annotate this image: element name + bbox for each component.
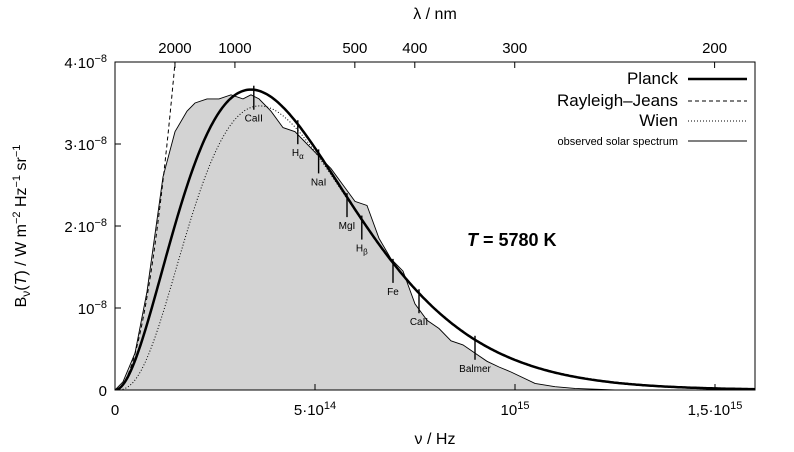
top-tick-label-0: 2000 — [158, 40, 191, 57]
y-tick-label-1: 10−8 — [78, 299, 107, 318]
x-axis-label: ν / Hz — [415, 431, 456, 448]
observed-spectrum-line — [115, 94, 616, 390]
absorption-label-7: Balmer — [459, 364, 491, 375]
top-tick-label-5: 200 — [702, 40, 727, 57]
x-tick-label-1: 5·1014 — [294, 400, 336, 419]
absorption-label-0: CaII — [245, 114, 263, 125]
absorption-label-5: Fe — [387, 287, 399, 298]
x-tick-label-0: 0 — [111, 402, 119, 419]
y-axis-label: Bν(T) / W m−2 Hz−1 sr−1 — [11, 145, 33, 308]
legend-label-rayleigh-jeans: Rayleigh–Jeans — [557, 91, 678, 110]
top-tick-label-3: 400 — [402, 40, 427, 57]
top-tick-labels: 2000 1000 500 400 300 200 — [158, 40, 727, 57]
absorption-label-2: NaI — [311, 177, 327, 188]
legend: Planck Rayleigh–Jeans Wien observed sola… — [557, 69, 747, 148]
top-tick-marks — [174, 62, 716, 68]
absorption-label-6: CaII — [410, 317, 428, 328]
plot-frame — [114, 61, 756, 391]
temperature-annotation: T = 5780 K — [467, 230, 557, 250]
absorption-label-3: MgI — [339, 221, 356, 232]
rayleigh-jeans-curve — [115, 62, 176, 390]
y-tick-labels: 0 10−8 2·10−8 3·10−8 4·10−8 — [64, 53, 107, 400]
top-tick-label-4: 300 — [502, 40, 527, 57]
y-tick-label-2: 2·10−8 — [64, 217, 107, 236]
y-tick-label-0: 0 — [99, 383, 107, 400]
observed-spectrum-fill — [115, 94, 615, 390]
top-tick-label-2: 500 — [342, 40, 367, 57]
absorption-label-1: Hα — [292, 148, 304, 161]
legend-label-planck: Planck — [627, 69, 679, 88]
legend-label-observed: observed solar spectrum — [558, 136, 678, 148]
x-tick-labels: 0 5·1014 1015 1,5·1015 — [111, 400, 743, 419]
y-tick-marks — [115, 61, 121, 391]
x-tick-label-2: 1015 — [501, 400, 530, 419]
y-tick-label-4: 4·10−8 — [64, 53, 107, 72]
top-axis-label: λ / nm — [413, 6, 457, 23]
x-tick-label-3: 1,5·1015 — [688, 400, 743, 419]
legend-label-wien: Wien — [639, 111, 678, 130]
planck-curve — [116, 88, 755, 390]
top-tick-label-1: 1000 — [218, 40, 251, 57]
absorption-label-4: Hβ — [356, 244, 368, 257]
y-tick-label-3: 3·10−8 — [64, 135, 107, 154]
